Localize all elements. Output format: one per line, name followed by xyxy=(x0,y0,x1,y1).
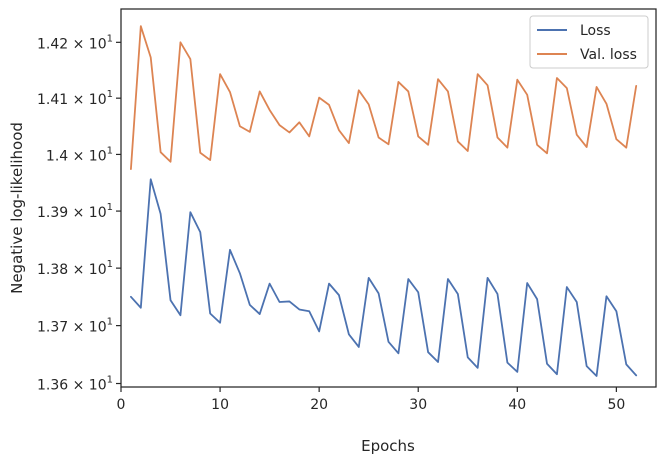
series-layer xyxy=(130,25,638,377)
plot-frame xyxy=(120,8,657,388)
y-tick-label: 1.36 × 101 xyxy=(37,375,113,394)
legend-label-loss: Loss xyxy=(580,23,611,39)
x-tick-label: 10 xyxy=(211,397,229,413)
y-tick-label: 1.41 × 101 xyxy=(37,89,113,108)
y-tick-label: 1.42 × 101 xyxy=(37,33,113,52)
x-tick-label: 0 xyxy=(117,397,126,413)
y-tick-label: 1.4 × 101 xyxy=(46,145,113,164)
y-tick-label: 1.39 × 101 xyxy=(37,202,113,221)
series-line-loss xyxy=(130,178,638,377)
y-axis: 1.36 × 101 1.37 × 101 1.38 × 101 1.39 × 101… xyxy=(37,33,121,394)
x-tick-label: 50 xyxy=(607,397,625,413)
y-axis-label: Negative log-likelihood xyxy=(8,122,26,294)
x-axis-label: Epochs xyxy=(361,437,415,455)
y-tick-label: 1.38 × 101 xyxy=(37,259,113,278)
x-tick-label: 20 xyxy=(310,397,328,413)
series-line-val-loss xyxy=(130,25,638,171)
x-tick-label: 40 xyxy=(508,397,526,413)
plot-area xyxy=(121,9,656,387)
x-tick-label: 30 xyxy=(409,397,427,413)
x-axis: 0 10 20 30 40 50 xyxy=(117,387,625,413)
legend-label-val-loss: Val. loss xyxy=(580,47,637,63)
y-tick-label: 1.37 × 101 xyxy=(37,317,113,336)
legend: Loss Val. loss xyxy=(529,15,649,69)
